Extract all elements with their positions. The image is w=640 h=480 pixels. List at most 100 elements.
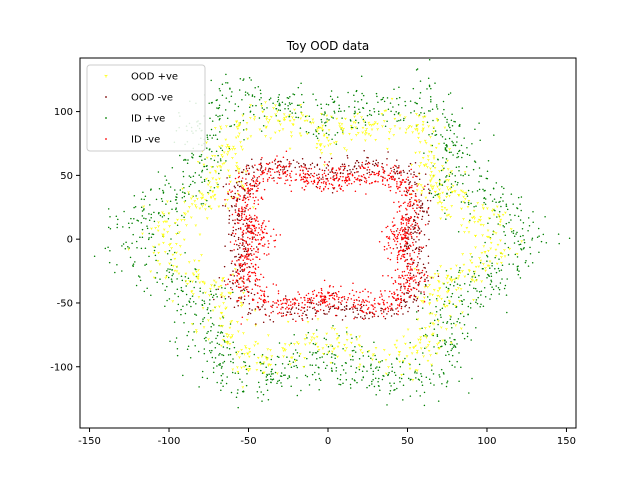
point (367, 121, 371, 124)
series-0-points (127, 97, 524, 389)
point (211, 177, 215, 180)
point (405, 242, 407, 245)
point (247, 192, 250, 194)
point (284, 302, 286, 305)
point (460, 207, 463, 210)
point (345, 177, 347, 180)
point (404, 244, 406, 246)
point (429, 144, 433, 147)
point (409, 205, 412, 207)
point (250, 220, 253, 223)
point (268, 242, 270, 245)
point (359, 166, 361, 168)
point (266, 379, 269, 381)
point (314, 352, 317, 354)
point (176, 218, 179, 221)
point (492, 231, 496, 234)
point (222, 204, 224, 207)
point (389, 382, 391, 384)
point (261, 107, 264, 109)
point (487, 217, 491, 220)
point (286, 320, 290, 323)
point (320, 127, 324, 130)
point (180, 286, 183, 289)
point (210, 128, 213, 131)
point (257, 220, 259, 223)
point (468, 203, 470, 206)
point (236, 222, 239, 224)
point (243, 298, 246, 301)
point (202, 320, 204, 323)
point (244, 287, 246, 289)
point (411, 204, 414, 207)
point (222, 346, 225, 348)
point (408, 205, 411, 208)
point (221, 354, 223, 356)
point (260, 173, 262, 176)
point (249, 183, 251, 186)
y-tick-label: -50 (57, 298, 73, 309)
legend-marker-3 (105, 138, 107, 140)
point (197, 259, 201, 263)
point (349, 387, 352, 389)
point (221, 277, 225, 280)
point (240, 254, 243, 256)
point (345, 338, 349, 342)
point (247, 244, 249, 246)
point (393, 171, 395, 173)
point (299, 127, 302, 129)
point (314, 312, 317, 314)
point (383, 172, 385, 174)
point (405, 292, 408, 294)
point (367, 349, 371, 353)
point (208, 171, 212, 174)
point (402, 202, 405, 205)
point (192, 301, 195, 303)
point (475, 301, 477, 303)
point (251, 224, 253, 226)
point (201, 171, 203, 173)
point (242, 199, 245, 201)
point (512, 230, 515, 232)
point (259, 285, 261, 288)
point (466, 147, 468, 149)
point (365, 127, 369, 131)
point (216, 165, 219, 168)
point (305, 167, 307, 169)
point (270, 355, 274, 358)
point (333, 295, 336, 297)
point (401, 230, 404, 233)
point (486, 256, 489, 258)
point (426, 210, 428, 212)
point (410, 278, 412, 280)
point (305, 168, 308, 170)
point (375, 92, 378, 95)
point (427, 262, 430, 264)
point (390, 167, 392, 170)
point (445, 158, 448, 160)
point (240, 297, 242, 300)
point (124, 248, 127, 250)
point (253, 236, 255, 238)
point (397, 283, 400, 285)
point (178, 231, 181, 234)
point (218, 276, 221, 279)
point (289, 173, 291, 175)
point (388, 392, 391, 395)
point (253, 353, 256, 356)
point (346, 184, 348, 187)
point (492, 288, 495, 291)
point (429, 382, 432, 384)
point (420, 230, 423, 232)
point (445, 214, 449, 217)
point (367, 161, 370, 164)
point (333, 363, 336, 365)
point (269, 171, 271, 173)
point (222, 362, 224, 364)
point (404, 131, 408, 134)
point (453, 285, 455, 287)
point (391, 221, 394, 223)
point (245, 207, 247, 209)
point (288, 165, 290, 168)
point (305, 177, 307, 179)
